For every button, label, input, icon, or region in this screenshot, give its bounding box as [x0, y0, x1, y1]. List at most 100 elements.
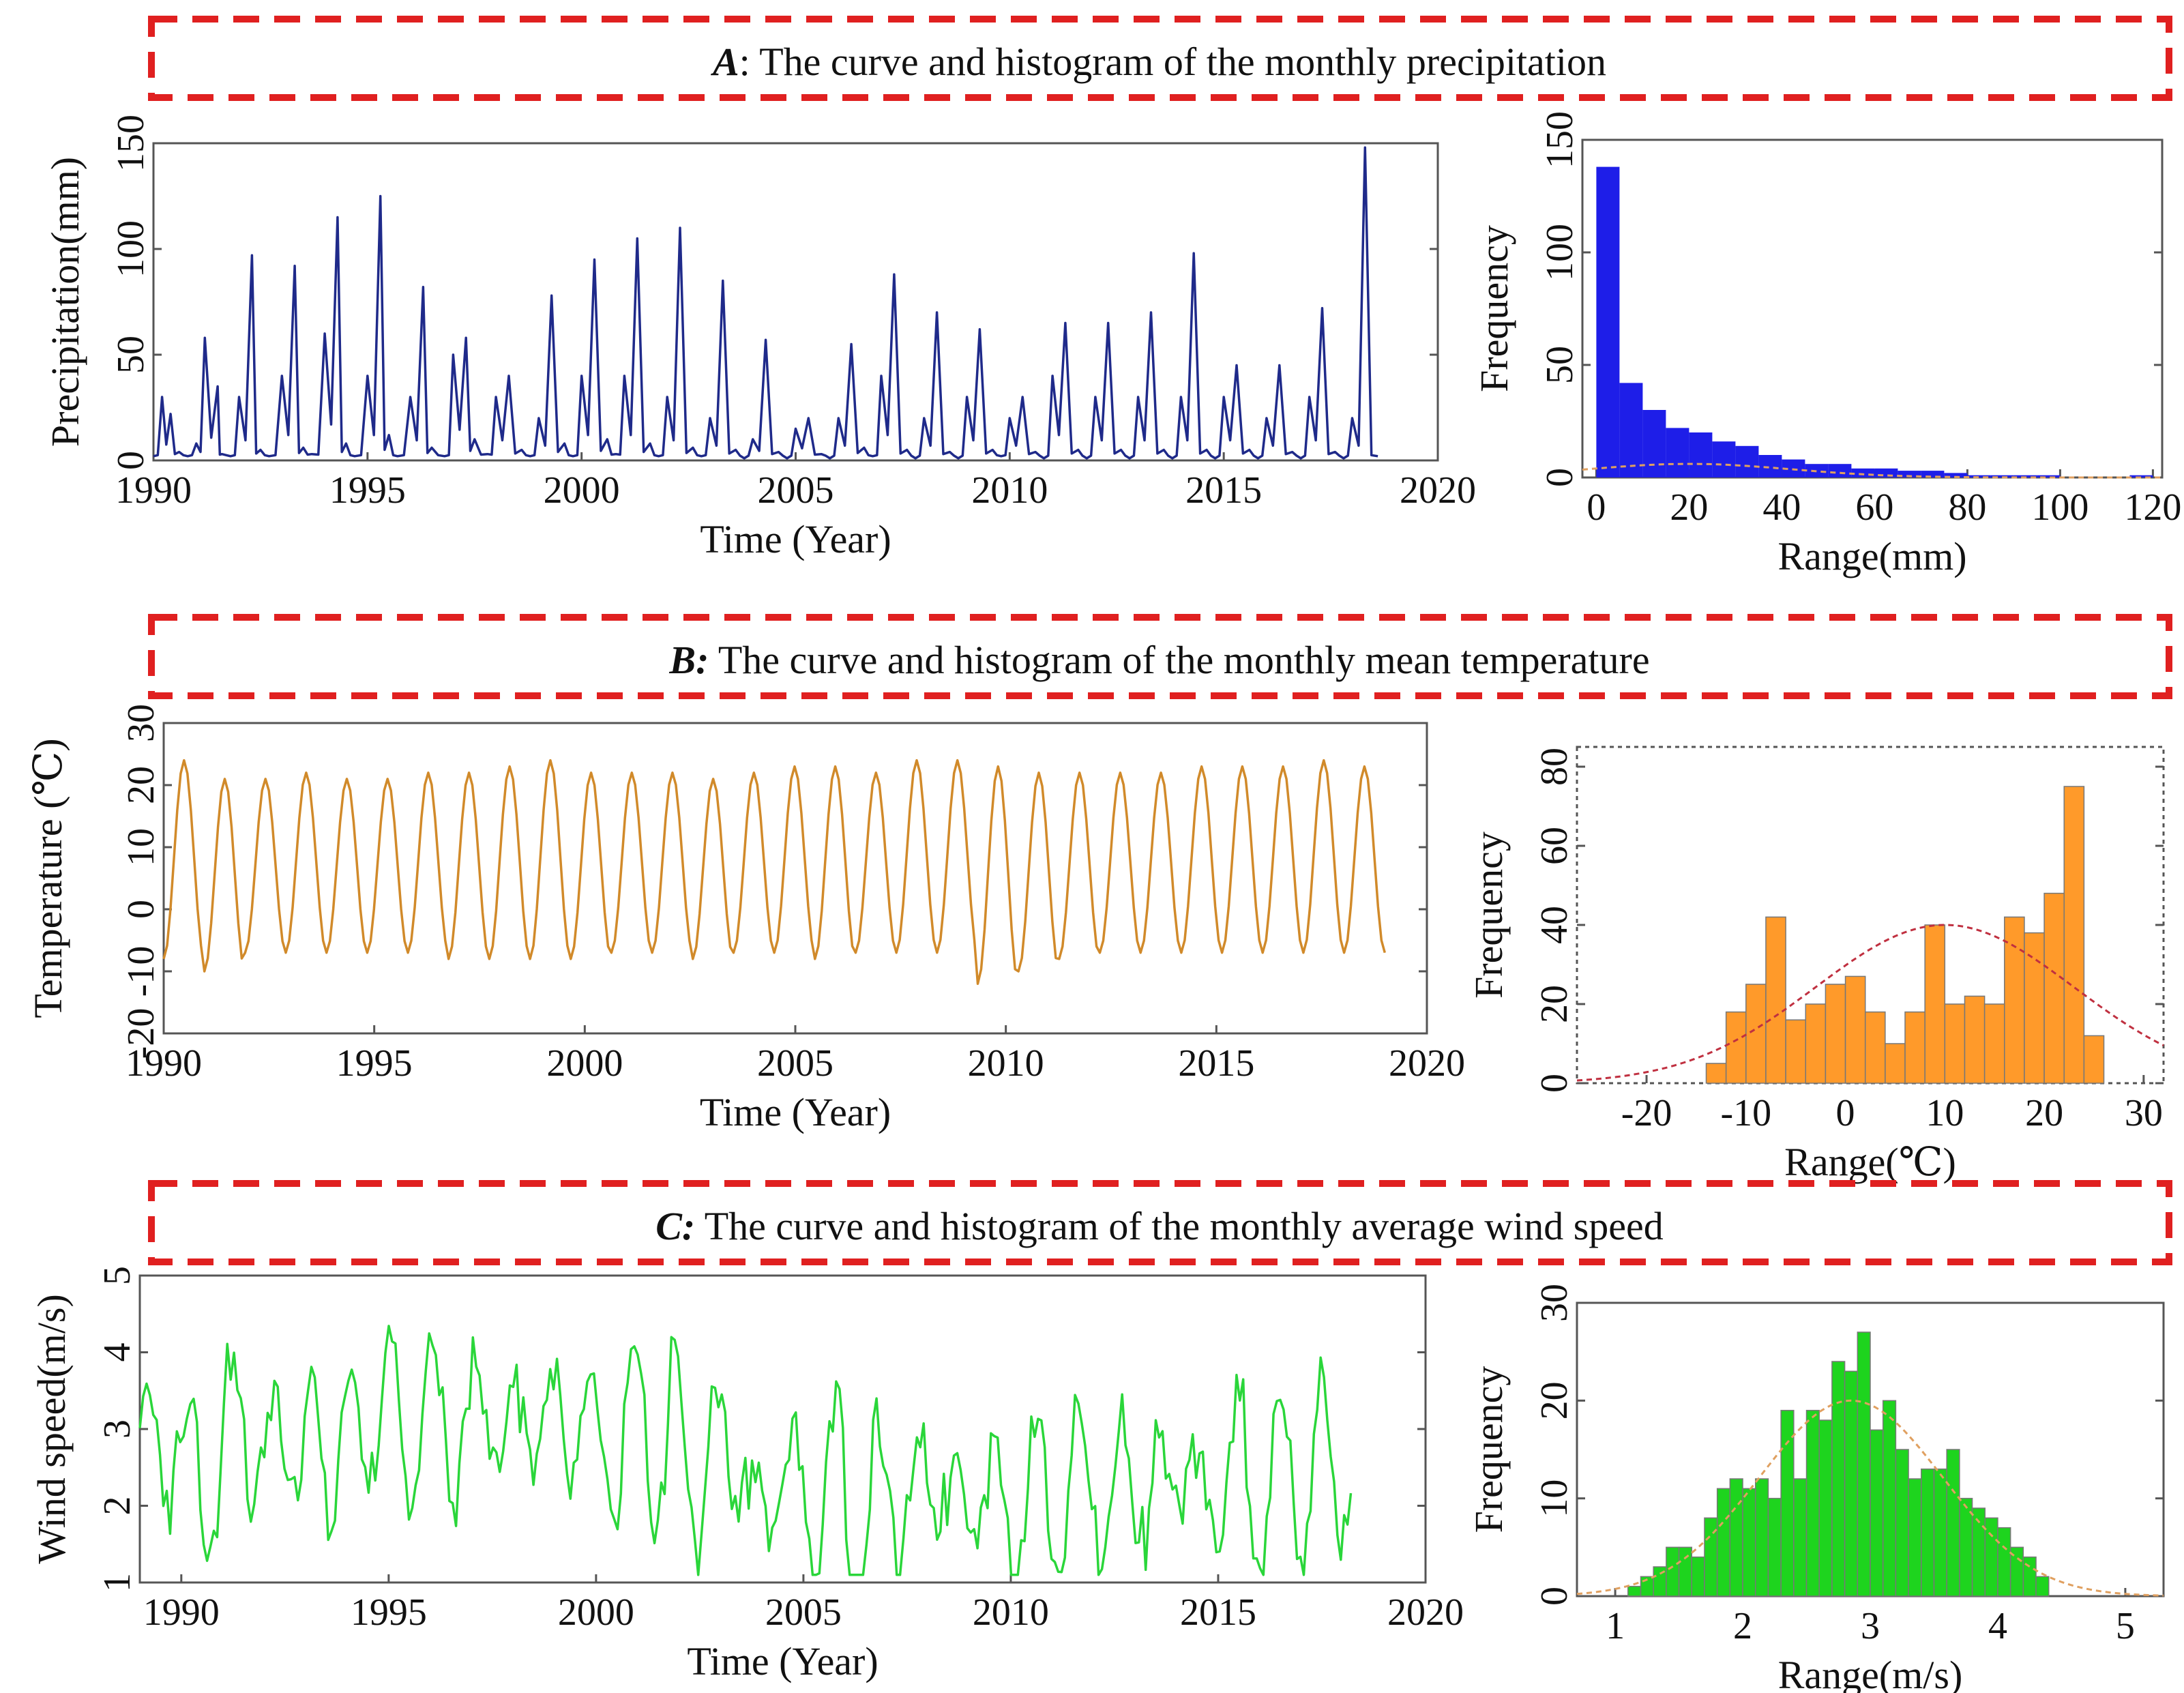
panel-c-hist-ytick-label: 30: [1533, 1284, 1576, 1322]
panel-a-hist-ytick-label: 50: [1539, 346, 1581, 384]
panel-a-line-xtick-label: 1990: [115, 469, 192, 512]
panel-b-hist-bar: [2024, 932, 2045, 1084]
panel-a-hist-xtick-label: 100: [2031, 486, 2089, 529]
panel-b-hist-ytick-label: 40: [1533, 906, 1576, 944]
panel-c-hist-xtick-label: 2: [1733, 1605, 1752, 1647]
panel-c-line-ytick-label: 4: [96, 1343, 138, 1362]
panel-b-hist-bar: [1844, 975, 1866, 1084]
panel-b-line-ytick-label: -10: [120, 946, 162, 997]
panel-a-hist-bar: [1828, 464, 1852, 477]
panel-c-hist-bar: [1691, 1556, 1705, 1597]
panel-b-line-ytick-label: 30: [120, 704, 162, 742]
panel-c-hist-xtick-label: 4: [1988, 1605, 2007, 1647]
panel-b-line-ytick-label: 10: [120, 828, 162, 866]
panel-b-hist-plot-frame: [1576, 746, 2165, 1085]
panel-a-line-ylabel: Precipitation(mm): [43, 157, 87, 447]
panel-c-hist-bar: [1908, 1478, 1922, 1597]
panel-a: A: The curve and histogram of the monthl…: [43, 16, 2181, 578]
panel-a-title: A: The curve and histogram of the monthl…: [711, 40, 1606, 84]
panel-b-hist-bar: [2043, 892, 2065, 1084]
panel-c-hist-bar: [1678, 1546, 1693, 1597]
panel-c-hist-bar: [1805, 1409, 1820, 1597]
panel-a-hist-xtick-label: 120: [2124, 486, 2181, 529]
panel-b-hist-xtick-label: 20: [2025, 1092, 2063, 1134]
panel-b-line-xtick-label: 1995: [336, 1042, 413, 1085]
panel-c-hist-bar: [1627, 1585, 1642, 1597]
panel-c-hist-bar: [1729, 1478, 1743, 1597]
panel-c-hist-xtick-label: 1: [1606, 1605, 1625, 1647]
panel-a-hist-bar: [1898, 471, 1921, 477]
panel-c-hist-bar: [1716, 1488, 1731, 1597]
panel-a-hist-bar: [1642, 410, 1666, 477]
panel-c-line-ylabel: Wind speed(m/s): [29, 1294, 74, 1564]
panel-b-hist-bar: [2083, 1035, 2105, 1084]
panel-b-hist-bar: [1805, 1003, 1827, 1084]
panel-b-hist-bar: [1825, 984, 1846, 1084]
panel-b-hist-bar: [2063, 786, 2085, 1084]
panel-b: B: The curve and histogram of the monthl…: [26, 614, 2172, 1184]
panel-a-hist-ytick-label: 0: [1539, 468, 1581, 487]
panel-a-line-xtick-label: 1995: [329, 469, 406, 512]
panel-c-title-box: [148, 1180, 2172, 1265]
panel-a-line-ytick-label: 0: [110, 451, 152, 470]
panel-c-title: C: The curve and histogram of the monthl…: [655, 1204, 1664, 1248]
panel-c-hist-bar: [1857, 1331, 1871, 1597]
panel-c-line-ytick-label: 5: [96, 1266, 138, 1285]
panel-a-hist-bar: [1735, 445, 1759, 477]
panel-b-hist-bar: [1983, 1003, 2005, 1084]
panel-a-hist-xtick-label: 40: [1762, 486, 1801, 529]
panel-b-title: B: The curve and histogram of the monthl…: [668, 638, 1649, 682]
panel-a-line-xtick-label: 2005: [758, 469, 834, 512]
panel-c-hist-bar: [1742, 1488, 1756, 1597]
panel-a-hist-bar: [1758, 455, 1782, 477]
panel-b-line-ytick-label: 0: [120, 900, 162, 919]
panel-b-hist-ytick-label: 80: [1533, 748, 1576, 786]
panel-a-line-ytick-label: 100: [110, 220, 152, 278]
panel-c: C: The curve and histogram of the monthl…: [29, 1180, 2172, 1693]
panel-b-line-ylabel: Temperature (℃): [26, 738, 70, 1018]
panel-c-hist-bar: [1984, 1517, 1998, 1597]
panel-a-hist-bar: [1921, 471, 1945, 477]
panel-a-hist-bar: [2037, 475, 2061, 477]
panel-a-hist-bar: [1596, 166, 1620, 477]
panel-a-line-xtick-label: 2010: [971, 469, 1048, 512]
panel-c-hist-bar: [1831, 1361, 1846, 1597]
panel-b-hist-xtick-label: 10: [1925, 1092, 1964, 1134]
panel-a-hist-ylabel: Frequency: [1472, 225, 1516, 392]
panel-a-line-plot-frame: [152, 142, 1439, 462]
panel-c-line-xtick-label: 1990: [143, 1591, 220, 1634]
panel-a-hist-xtick-label: 80: [1948, 486, 1986, 529]
panel-b-hist-fit-curve: [1576, 924, 2164, 1082]
panel-c-hist-bar: [1921, 1468, 1935, 1597]
panel-b-hist-bar: [1785, 1019, 1807, 1084]
panel-c-hist-bar: [1933, 1468, 1947, 1597]
panel-c-hist-ylabel: Frequency: [1466, 1366, 1511, 1533]
panel-a-hist-bar: [1944, 473, 1968, 477]
panel-c-hist-bar: [1870, 1429, 1884, 1597]
panel-a-hist-bar: [2013, 475, 2037, 477]
panel-a-hist-ytick-label: 150: [1539, 111, 1581, 168]
panel-b-line-series: [162, 759, 1386, 985]
panel-a-hist-xtick-label: 20: [1670, 486, 1708, 529]
panel-c-hist-xtick-label: 5: [2116, 1605, 2135, 1647]
panel-b-hist-bar: [1885, 1043, 1906, 1084]
panel-c-line-xtick-label: 2015: [1180, 1591, 1256, 1634]
panel-c-hist-bar: [1946, 1449, 1960, 1597]
panel-c-hist-ytick-label: 10: [1533, 1479, 1576, 1518]
panel-b-hist-ytick-label: 0: [1533, 1074, 1576, 1093]
panel-b-hist-bar: [1765, 916, 1786, 1084]
panel-a-hist-plot-frame: [1581, 138, 2164, 479]
panel-b-hist-bar: [1924, 924, 1946, 1084]
panel-a-hist-xlabel: Range(mm): [1777, 534, 1966, 578]
panel-b-line-xtick-label: 2010: [968, 1042, 1044, 1085]
panel-a-hist-bar: [1874, 468, 1898, 477]
panel-c-line-ytick-label: 1: [96, 1573, 138, 1592]
panel-c-hist-xlabel: Range(m/s): [1778, 1653, 1963, 1693]
panel-b-hist-bar: [2004, 916, 2025, 1084]
panel-c-hist-bar: [1780, 1409, 1795, 1597]
panel-b-line-ytick-label: -20: [120, 1008, 162, 1059]
panel-c-line-chart: 1990 1995 2000 2005 2010 2015 2020 1 2 3 4 5 Time (Y…: [29, 1266, 1464, 1683]
panel-b-hist-bar: [1944, 1003, 1966, 1084]
panel-c-hist-bar: [1882, 1400, 1897, 1597]
